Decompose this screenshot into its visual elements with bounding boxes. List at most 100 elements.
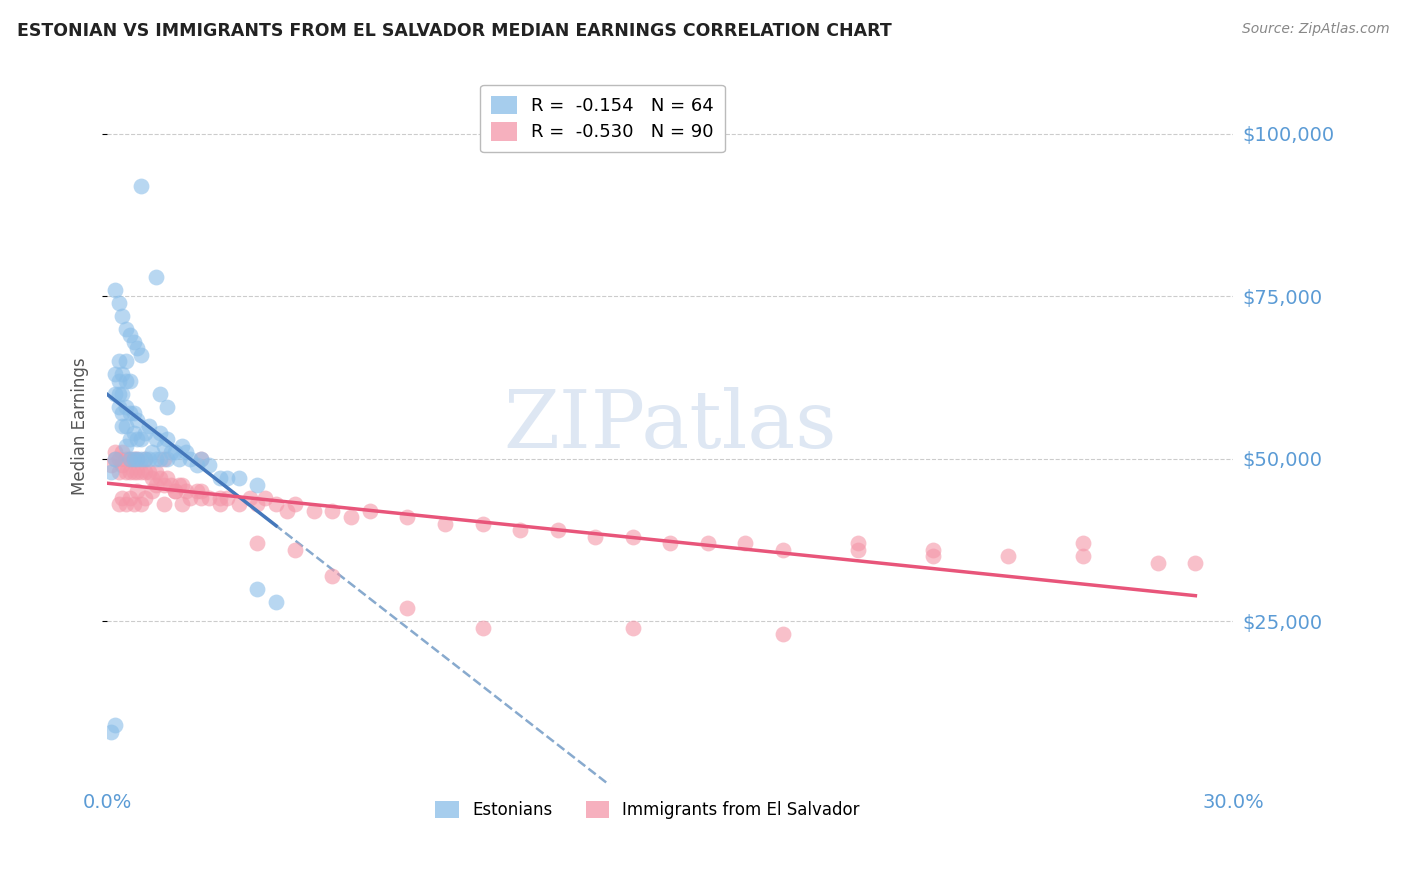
Point xyxy=(167,477,190,491)
Point xyxy=(104,283,127,297)
Point xyxy=(156,471,179,485)
Point xyxy=(149,471,172,485)
Point xyxy=(134,451,156,466)
Point xyxy=(186,458,208,472)
Point xyxy=(127,465,149,479)
Point xyxy=(228,497,250,511)
Point xyxy=(433,516,456,531)
Point xyxy=(115,321,138,335)
Point xyxy=(1071,549,1094,564)
Point xyxy=(172,439,194,453)
Point xyxy=(134,491,156,505)
Point xyxy=(111,491,134,505)
Point xyxy=(111,419,134,434)
Point xyxy=(396,601,419,615)
Point xyxy=(122,451,145,466)
Point xyxy=(152,439,174,453)
Text: ESTONIAN VS IMMIGRANTS FROM EL SALVADOR MEDIAN EARNINGS CORRELATION CHART: ESTONIAN VS IMMIGRANTS FROM EL SALVADOR … xyxy=(17,22,891,40)
Point xyxy=(118,374,141,388)
Point xyxy=(734,536,756,550)
Point xyxy=(141,484,163,499)
Point xyxy=(621,621,644,635)
Point xyxy=(118,406,141,420)
Point xyxy=(107,451,129,466)
Point xyxy=(127,432,149,446)
Point xyxy=(772,627,794,641)
Point xyxy=(149,386,172,401)
Point xyxy=(145,465,167,479)
Point xyxy=(190,451,212,466)
Point xyxy=(145,269,167,284)
Point xyxy=(127,341,149,355)
Point xyxy=(547,523,569,537)
Point xyxy=(145,477,167,491)
Point xyxy=(396,510,419,524)
Point xyxy=(115,497,138,511)
Point xyxy=(118,451,141,466)
Point xyxy=(122,497,145,511)
Point xyxy=(208,497,231,511)
Point xyxy=(156,451,179,466)
Point xyxy=(471,516,494,531)
Point xyxy=(134,465,156,479)
Point xyxy=(107,295,129,310)
Point xyxy=(129,451,152,466)
Point xyxy=(179,491,201,505)
Point xyxy=(138,465,160,479)
Point xyxy=(111,445,134,459)
Point xyxy=(359,503,381,517)
Point xyxy=(197,491,219,505)
Point xyxy=(129,178,152,193)
Point xyxy=(111,386,134,401)
Point xyxy=(1071,536,1094,550)
Point xyxy=(846,542,869,557)
Text: Source: ZipAtlas.com: Source: ZipAtlas.com xyxy=(1241,22,1389,37)
Point xyxy=(115,354,138,368)
Point xyxy=(100,465,122,479)
Point xyxy=(104,445,127,459)
Point xyxy=(772,542,794,557)
Point xyxy=(163,445,186,459)
Point xyxy=(509,523,531,537)
Point xyxy=(1147,556,1170,570)
Point xyxy=(246,536,269,550)
Point xyxy=(111,309,134,323)
Point xyxy=(156,432,179,446)
Point xyxy=(145,432,167,446)
Point xyxy=(129,348,152,362)
Point xyxy=(163,484,186,499)
Point xyxy=(264,595,287,609)
Point xyxy=(100,724,122,739)
Point xyxy=(696,536,718,550)
Point xyxy=(107,465,129,479)
Point xyxy=(127,412,149,426)
Point xyxy=(152,477,174,491)
Point xyxy=(284,542,307,557)
Point xyxy=(302,503,325,517)
Point xyxy=(321,568,343,582)
Point xyxy=(174,445,197,459)
Point xyxy=(208,491,231,505)
Point xyxy=(172,477,194,491)
Point xyxy=(115,451,138,466)
Legend: Estonians, Immigrants from El Salvador: Estonians, Immigrants from El Salvador xyxy=(429,794,866,825)
Point xyxy=(111,458,134,472)
Point xyxy=(921,542,943,557)
Point xyxy=(107,497,129,511)
Point xyxy=(104,367,127,381)
Point xyxy=(118,465,141,479)
Point xyxy=(239,491,262,505)
Point xyxy=(141,445,163,459)
Point xyxy=(145,451,167,466)
Point xyxy=(149,425,172,440)
Point xyxy=(129,497,152,511)
Point xyxy=(160,445,183,459)
Point xyxy=(115,400,138,414)
Point xyxy=(107,374,129,388)
Point xyxy=(134,451,156,466)
Point xyxy=(340,510,363,524)
Point xyxy=(149,451,172,466)
Point xyxy=(104,451,127,466)
Point xyxy=(152,497,174,511)
Point xyxy=(115,465,138,479)
